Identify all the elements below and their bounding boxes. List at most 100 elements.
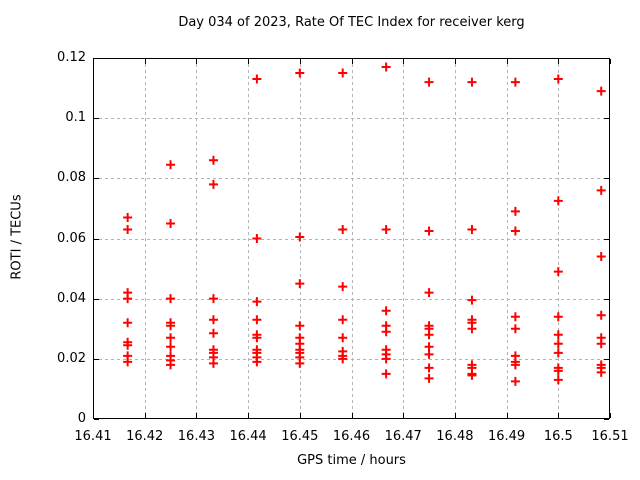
- x-tick-label: 16.41: [74, 429, 112, 444]
- plot-area: [93, 58, 611, 420]
- chart-title: Day 034 of 2023, Rate Of TEC Index for r…: [178, 15, 525, 30]
- data-point-marker: [208, 155, 218, 165]
- data-point-marker: [596, 86, 606, 96]
- data-point-marker: [123, 294, 133, 304]
- data-point-marker: [510, 324, 520, 334]
- y-tick-label: 0.02: [57, 350, 86, 366]
- data-point-marker: [166, 160, 176, 170]
- y-tick-label: 0.08: [57, 170, 86, 186]
- data-point-marker: [166, 342, 176, 352]
- data-point-marker: [381, 369, 391, 379]
- data-point-marker: [424, 77, 434, 87]
- data-point-marker: [338, 224, 348, 234]
- data-point-marker: [338, 333, 348, 343]
- data-point-marker: [123, 357, 133, 367]
- data-point-marker: [338, 315, 348, 325]
- y-tick-label: 0.12: [57, 50, 86, 65]
- x-tick-label: 16.44: [229, 429, 267, 444]
- data-point-marker: [123, 212, 133, 222]
- data-point-marker: [166, 218, 176, 228]
- data-point-marker: [166, 333, 176, 343]
- data-point-marker: [424, 330, 434, 340]
- data-point-marker: [338, 282, 348, 292]
- data-point-marker: [553, 348, 563, 358]
- data-point-marker: [424, 373, 434, 383]
- x-axis-label: GPS time / hours: [297, 453, 406, 468]
- x-tick-label: 16.42: [126, 429, 164, 444]
- data-point-marker: [381, 327, 391, 337]
- data-point-marker: [596, 185, 606, 195]
- data-point-marker: [381, 354, 391, 364]
- y-tick-label: 0: [77, 411, 86, 426]
- data-point-marker: [381, 62, 391, 72]
- data-point-marker: [252, 74, 262, 84]
- data-point-marker: [553, 339, 563, 349]
- data-point-marker: [553, 366, 563, 376]
- data-point-marker: [338, 354, 348, 364]
- data-point-marker: [338, 68, 348, 78]
- x-tick-label: 16.5: [543, 429, 573, 444]
- data-point-marker: [208, 358, 218, 368]
- data-point-marker: [295, 279, 305, 289]
- x-tick-label: 16.45: [281, 429, 319, 444]
- data-point-marker: [208, 294, 218, 304]
- data-point-marker: [510, 360, 520, 370]
- data-point-marker: [123, 318, 133, 328]
- data-point-marker: [467, 324, 477, 334]
- data-point-marker: [424, 288, 434, 298]
- data-point-marker: [553, 74, 563, 84]
- y-tick-label: 0.04: [57, 290, 86, 306]
- data-point-marker: [467, 77, 477, 87]
- data-point-marker: [424, 363, 434, 373]
- x-tick-label: 16.49: [487, 429, 526, 444]
- data-point-marker: [596, 339, 606, 349]
- data-point-marker: [467, 370, 477, 380]
- x-tick-label: 16.51: [591, 429, 629, 444]
- data-point-marker: [252, 234, 262, 243]
- data-point-marker: [510, 312, 520, 322]
- data-point-marker: [252, 333, 262, 343]
- plot-border: [93, 58, 610, 419]
- x-tick-label: 16.46: [332, 429, 371, 444]
- data-point-marker: [596, 252, 606, 262]
- data-point-marker: [295, 358, 305, 368]
- data-point-marker: [510, 376, 520, 386]
- data-point-marker: [596, 310, 606, 320]
- data-point-marker: [166, 360, 176, 370]
- data-point-marker: [553, 267, 563, 277]
- data-point-marker: [510, 77, 520, 87]
- data-point-marker: [123, 224, 133, 234]
- x-tick-label: 16.43: [177, 429, 215, 444]
- data-point-marker: [553, 312, 563, 322]
- data-point-marker: [295, 232, 305, 242]
- data-point-marker: [252, 315, 262, 325]
- data-point-marker: [252, 357, 262, 367]
- data-point-marker: [208, 315, 218, 325]
- data-point-marker: [467, 224, 477, 234]
- x-tick-label: 16.48: [436, 429, 474, 444]
- x-tick-label: 16.47: [384, 429, 422, 444]
- data-point-marker: [510, 226, 520, 236]
- data-point-marker: [424, 226, 434, 236]
- data-point-marker: [424, 342, 434, 352]
- data-point-marker: [208, 328, 218, 338]
- data-point-marker: [381, 224, 391, 234]
- data-point-marker: [252, 297, 262, 307]
- data-point-marker: [295, 68, 305, 78]
- y-tick-label: 0.1: [65, 110, 86, 126]
- data-point-marker: [467, 295, 477, 305]
- data-point-marker: [295, 321, 305, 331]
- data-point-marker: [553, 375, 563, 385]
- data-point-marker: [381, 306, 391, 316]
- data-point-marker: [510, 206, 520, 216]
- data-point-marker: [424, 349, 434, 359]
- data-point-marker: [553, 196, 563, 206]
- data-point-marker: [166, 321, 176, 331]
- data-point-marker: [553, 330, 563, 340]
- data-point-marker: [596, 367, 606, 377]
- data-point-marker: [166, 294, 176, 304]
- y-tick-label: 0.06: [57, 230, 86, 246]
- data-point-marker: [123, 340, 133, 350]
- data-point-marker: [208, 179, 218, 189]
